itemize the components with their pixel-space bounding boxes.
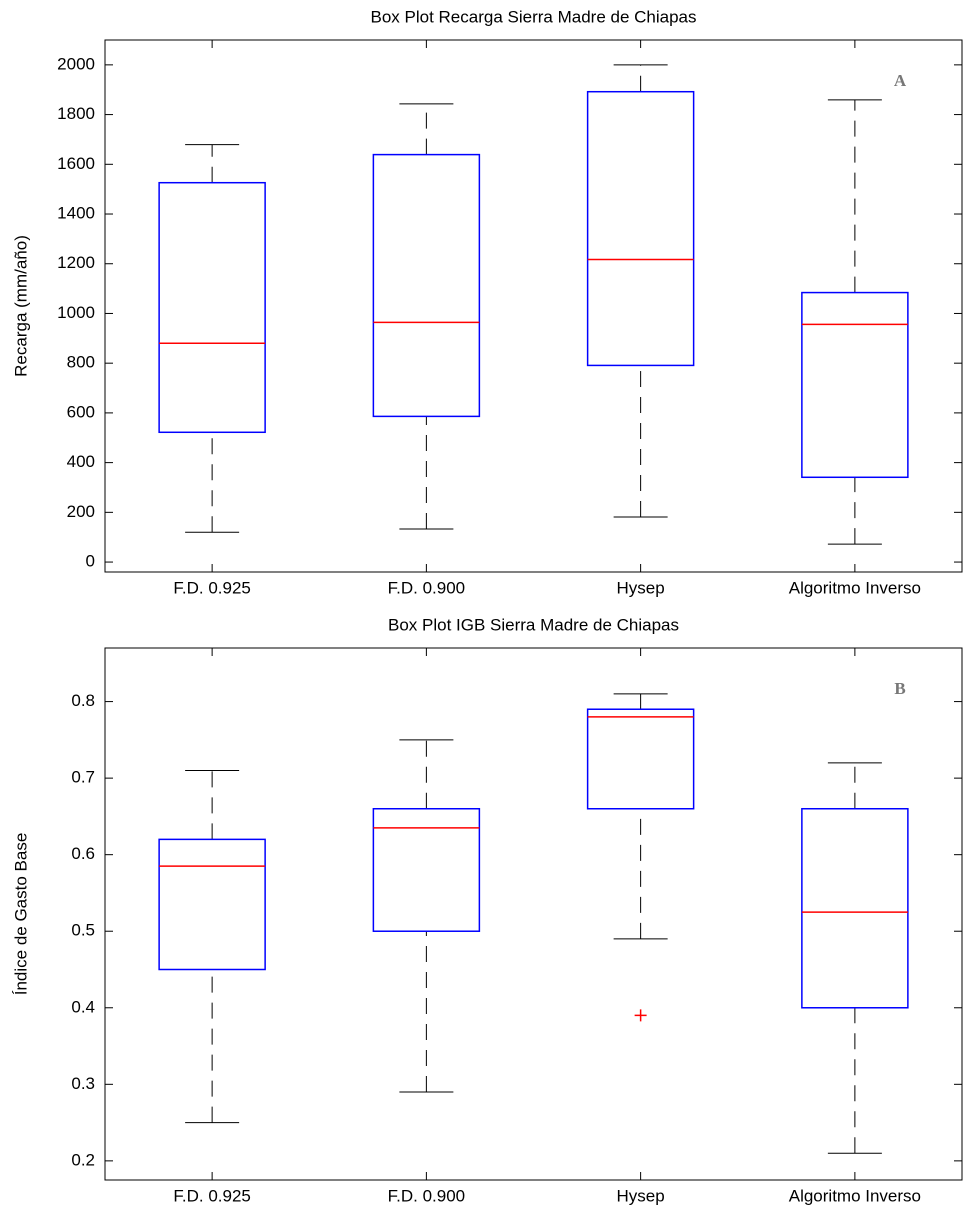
plot-frame — [104, 39, 963, 573]
y-tick-label: 0.5 — [71, 921, 95, 940]
chart-title: Box Plot Recarga Sierra Madre de Chiapas — [371, 7, 697, 26]
y-tick-label: 1200 — [57, 253, 95, 272]
y-tick-label: 1000 — [57, 303, 95, 322]
y-tick-label: 0.7 — [71, 768, 95, 787]
box — [586, 90, 695, 367]
box — [586, 708, 695, 810]
x-tick-label: Algoritmo Inverso — [789, 1186, 921, 1205]
y-tick-label: 800 — [67, 353, 95, 372]
y-tick-label: 0.8 — [71, 691, 95, 710]
x-tick-label: Algoritmo Inverso — [789, 578, 921, 597]
y-axis-label: Índice de Gasto Base — [11, 833, 30, 996]
y-tick-label: 200 — [67, 502, 95, 521]
box — [801, 291, 909, 479]
chart-title: Box Plot IGB Sierra Madre de Chiapas — [388, 615, 679, 634]
y-tick-label: 0 — [86, 552, 95, 571]
y-tick-label: 1800 — [57, 104, 95, 123]
x-tick-label: Hysep — [617, 578, 665, 597]
box — [801, 807, 909, 1009]
y-tick-label: 0.2 — [71, 1150, 95, 1169]
x-tick-label: F.D. 0.925 — [173, 578, 251, 597]
outlier — [634, 1009, 647, 1022]
annotation: A — [894, 71, 907, 90]
y-tick-label: 0.6 — [71, 844, 95, 863]
x-tick-label: Hysep — [617, 1186, 665, 1205]
y-tick-label: 0.3 — [71, 1074, 95, 1093]
y-tick-label: 400 — [67, 452, 95, 471]
x-tick-label: F.D. 0.925 — [173, 1186, 251, 1205]
box — [158, 181, 266, 434]
box — [372, 807, 481, 932]
y-tick-label: 2000 — [57, 54, 95, 73]
y-tick-label: 1400 — [57, 204, 95, 223]
x-tick-label: F.D. 0.900 — [388, 578, 466, 597]
y-axis-label: Recarga (mm/año) — [11, 235, 30, 377]
plot-frame — [104, 647, 963, 1181]
y-tick-label: 1600 — [57, 154, 95, 173]
annotation: B — [894, 679, 905, 698]
y-tick-label: 600 — [67, 402, 95, 421]
y-tick-label: 0.4 — [71, 997, 95, 1016]
box — [158, 838, 266, 971]
box — [372, 153, 481, 418]
x-tick-label: F.D. 0.900 — [388, 1186, 466, 1205]
